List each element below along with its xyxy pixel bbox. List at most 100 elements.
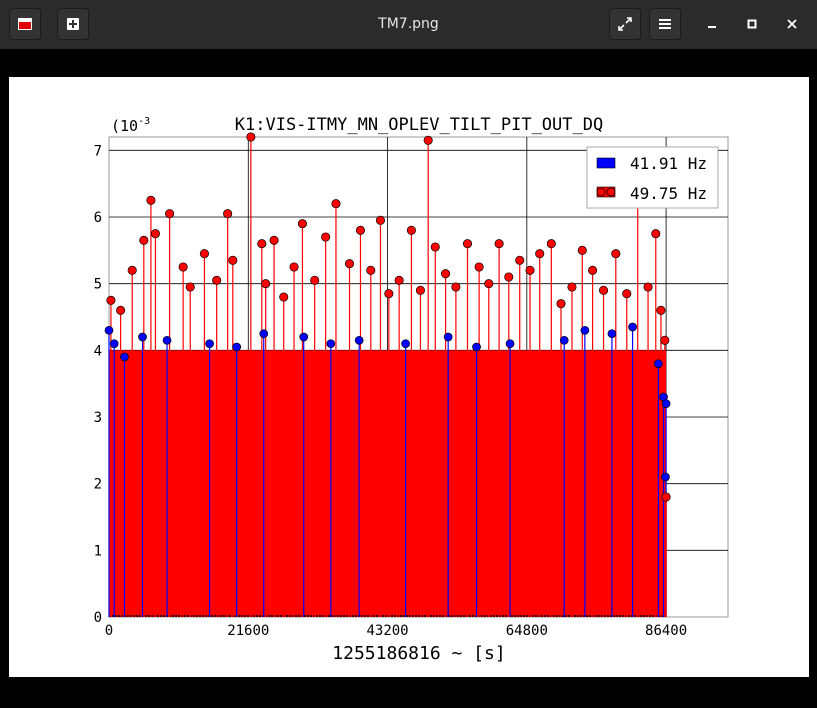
red-point — [588, 265, 598, 275]
blue-point — [559, 335, 569, 345]
red-point — [661, 492, 671, 502]
blue-point — [205, 339, 214, 349]
title-bar: TM7.png — [0, 0, 817, 49]
red-point — [289, 262, 299, 272]
red-point — [165, 209, 175, 219]
stems — [108, 137, 667, 617]
window-title: TM7.png — [378, 16, 439, 32]
red-point — [462, 239, 473, 249]
x-tick-label: 86400 — [645, 623, 687, 639]
blue-point — [628, 322, 637, 332]
red-point — [622, 289, 632, 299]
red-point — [355, 225, 366, 235]
red-point — [515, 255, 525, 265]
y-tick-label: 0 — [94, 610, 102, 626]
blue-point — [354, 335, 364, 345]
menu-button[interactable] — [649, 8, 681, 40]
y-tick-label: 5 — [94, 277, 102, 293]
red-point — [394, 275, 404, 285]
x-tick-label: 0 — [105, 623, 113, 639]
red-point — [212, 275, 222, 285]
red-point — [127, 265, 137, 275]
close-button[interactable] — [780, 12, 804, 36]
maximize-icon — [747, 19, 757, 29]
y-tick-label: 3 — [94, 410, 102, 426]
legend-label-49-75: 49.75 Hz — [630, 184, 707, 203]
menu-icon — [659, 19, 671, 29]
red-point — [504, 272, 514, 282]
red-point — [474, 262, 484, 272]
y-tick-label: 4 — [94, 343, 102, 359]
blue-point — [472, 342, 481, 352]
legend-swatch-blue — [596, 157, 616, 169]
blue-point — [661, 399, 671, 409]
blue-point — [259, 329, 269, 339]
red-point — [150, 229, 160, 239]
y-tick-label: 7 — [94, 143, 102, 159]
red-point — [269, 235, 279, 245]
blue-point — [120, 352, 129, 362]
minimize-icon — [708, 26, 716, 28]
y-tick-label: 2 — [94, 477, 102, 493]
blue-point — [104, 325, 114, 335]
ticks: 0 21600 43200 64800 86400 0 1 2 3 4 5 6 7 — [94, 143, 688, 639]
y-scale-exponent: -3 — [138, 116, 150, 127]
blue-point — [443, 332, 453, 342]
red-point — [406, 225, 416, 235]
red-point — [651, 229, 661, 239]
legend-label-41-91: 41.91 Hz — [630, 154, 707, 173]
red-point — [556, 299, 566, 309]
image-viewer: 0 21600 43200 64800 86400 0 1 2 3 4 5 6 7 K1:VIS-ITM… — [0, 49, 817, 708]
blue-point — [580, 325, 590, 335]
red-point — [116, 305, 126, 315]
red-point — [525, 265, 535, 275]
red-point — [375, 215, 386, 225]
red-point — [246, 132, 256, 142]
red-point — [577, 245, 587, 255]
maximize-button[interactable] — [740, 12, 764, 36]
blue-point — [109, 339, 119, 349]
red-point — [178, 262, 188, 272]
chart: 0 21600 43200 64800 86400 0 1 2 3 4 5 6 7 K1:VIS-ITM… — [94, 115, 729, 664]
legend-box — [586, 146, 719, 209]
blue-point — [654, 359, 663, 369]
red-fill-region — [109, 350, 667, 617]
red-point — [257, 239, 267, 249]
red-point — [310, 275, 320, 285]
y-tick-label: 6 — [94, 210, 102, 226]
red-point — [344, 259, 355, 269]
fullscreen-icon — [618, 17, 632, 31]
legend: 41.91 Hz 49.75 Hz — [586, 146, 719, 209]
blue-point — [661, 472, 670, 482]
blue-point — [299, 332, 309, 342]
red-point — [139, 235, 149, 245]
x-tick-label: 21600 — [227, 623, 269, 639]
blue-point — [505, 339, 515, 349]
red-point — [228, 255, 238, 265]
red-point — [223, 209, 233, 219]
new-tab-icon — [67, 18, 79, 30]
x-tick-label: 43200 — [366, 623, 408, 639]
app-icon — [18, 18, 32, 30]
blue-point — [138, 332, 147, 342]
fullscreen-button[interactable] — [609, 8, 641, 40]
red-point — [297, 219, 307, 229]
chart-title: K1:VIS-ITMY_MN_OPLEV_TILT_PIT_OUT_DQ — [235, 115, 603, 135]
legend-marker-red-b — [606, 187, 616, 197]
new-tab-button[interactable] — [57, 8, 89, 40]
red-point — [261, 279, 271, 289]
red-point — [185, 282, 195, 292]
red-point — [567, 282, 577, 292]
x-tick-label: 64800 — [506, 623, 548, 639]
red-point — [331, 199, 341, 209]
app-menu-button[interactable] — [9, 8, 41, 40]
red-point — [415, 285, 425, 295]
red-point — [535, 249, 545, 259]
red-point — [484, 279, 494, 289]
red-point — [441, 269, 451, 279]
red-point — [660, 335, 670, 345]
image-canvas: 0 21600 43200 64800 86400 0 1 2 3 4 5 6 7 K1:VIS-ITM… — [9, 77, 809, 677]
red-point — [611, 249, 621, 259]
blue-point — [401, 339, 410, 349]
minimize-button[interactable] — [700, 12, 724, 36]
